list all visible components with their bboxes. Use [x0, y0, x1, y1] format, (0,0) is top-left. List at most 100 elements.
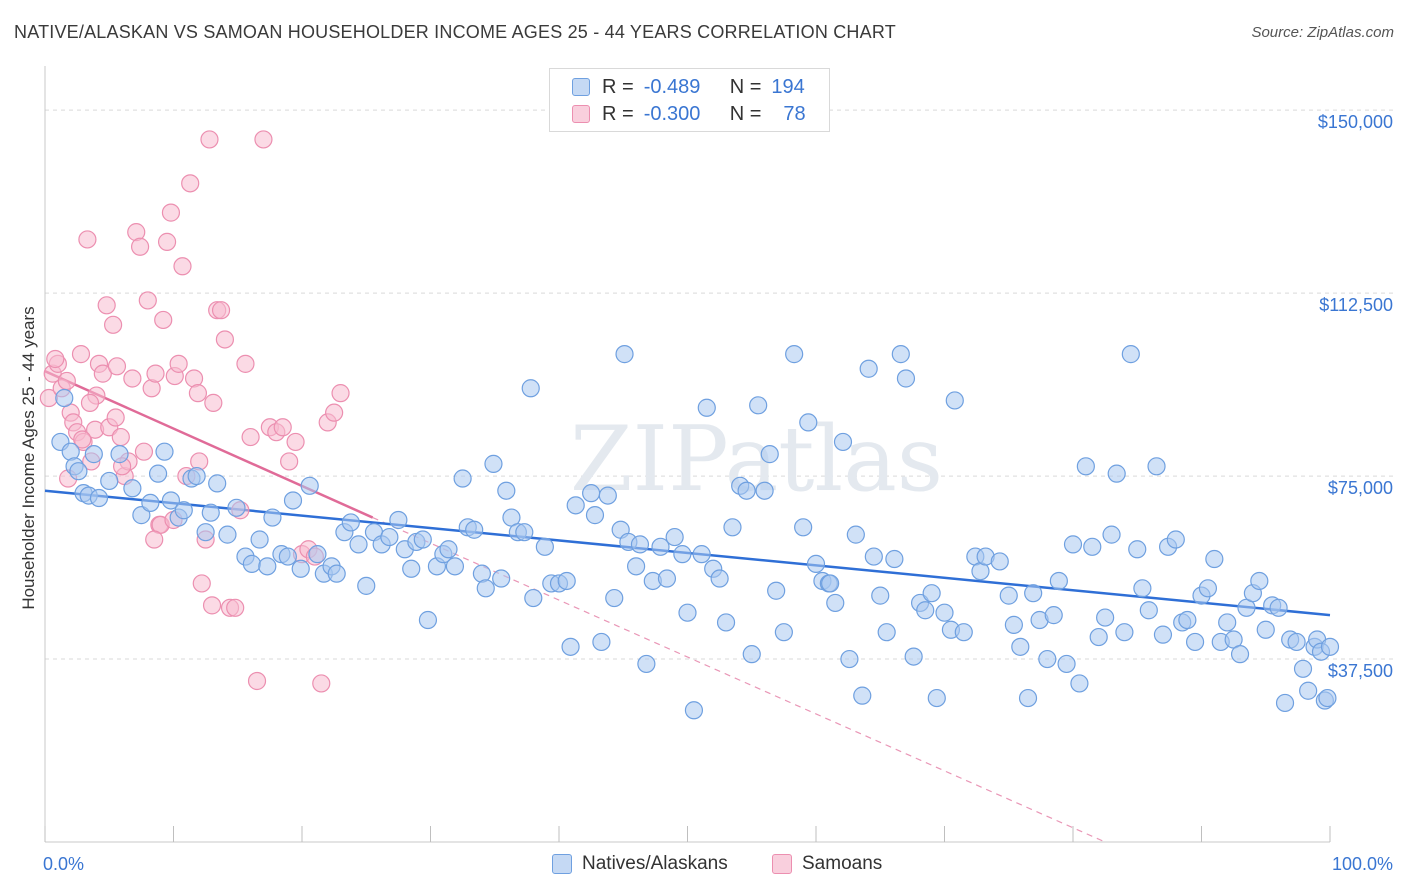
- y-tick-label: $75,000: [1328, 478, 1393, 498]
- natives-point: [821, 574, 840, 593]
- natives-point: [1063, 535, 1083, 554]
- natives-point: [1320, 637, 1340, 656]
- natives-swatch: [572, 78, 590, 96]
- natives-point: [1128, 540, 1147, 559]
- natives-point: [749, 396, 768, 415]
- natives-point: [945, 391, 964, 410]
- r-label: R =: [602, 102, 634, 125]
- watermark: ZIPatlas: [570, 407, 943, 512]
- samoans-legend-label: Samoans: [802, 853, 883, 874]
- n-label: N =: [729, 75, 762, 98]
- natives-point: [1250, 571, 1269, 591]
- natives-point: [891, 345, 910, 364]
- natives-point: [716, 613, 736, 632]
- natives-point: [840, 649, 859, 669]
- natives-point: [582, 484, 601, 503]
- natives-point: [1089, 627, 1108, 647]
- natives-point: [954, 623, 973, 642]
- natives-point: [389, 510, 408, 530]
- natives-point: [1256, 620, 1275, 639]
- natives-point: [684, 701, 704, 720]
- samoans-point: [157, 232, 177, 251]
- samoans-point: [202, 596, 222, 615]
- natives-point: [833, 432, 853, 452]
- natives-point: [1230, 645, 1250, 664]
- samoans-point: [146, 364, 165, 383]
- natives-point: [218, 525, 237, 544]
- natives-point: [55, 388, 74, 408]
- natives-point: [767, 581, 786, 600]
- natives-point: [402, 559, 421, 578]
- natives-point: [1185, 632, 1205, 652]
- natives-point: [673, 545, 692, 564]
- natives-point: [1147, 457, 1166, 476]
- natives-point: [1115, 623, 1134, 642]
- natives-point: [69, 462, 88, 481]
- natives-point: [877, 623, 896, 642]
- samoans-point: [97, 296, 116, 315]
- natives-point: [132, 506, 151, 525]
- natives-point: [692, 545, 711, 564]
- natives-point: [1178, 610, 1197, 630]
- natives-point: [1057, 654, 1076, 674]
- samoans-point: [138, 291, 157, 310]
- natives-legend-label: Natives/Alaskans: [582, 853, 728, 874]
- samoans-point: [254, 130, 273, 149]
- samoans-point: [130, 237, 150, 256]
- samoans-point: [123, 369, 142, 388]
- natives-point: [418, 610, 438, 630]
- natives-point: [291, 559, 310, 578]
- natives-point: [723, 518, 742, 537]
- natives-point: [1275, 693, 1295, 713]
- natives-point: [492, 569, 511, 588]
- natives-point: [1139, 601, 1158, 620]
- samoans-point: [211, 301, 231, 320]
- natives-point: [626, 557, 646, 576]
- natives-point: [1096, 608, 1115, 627]
- x-tick-label-max: 100.0%: [1332, 854, 1393, 874]
- samoans-point: [241, 427, 260, 447]
- natives-point: [349, 535, 368, 554]
- samoans-point: [93, 364, 112, 383]
- natives-point: [557, 571, 576, 591]
- natives-point: [1044, 606, 1063, 625]
- natives-point: [110, 445, 129, 464]
- natives-point: [1049, 571, 1068, 591]
- natives-point: [1076, 457, 1095, 476]
- natives-point: [515, 523, 534, 542]
- samoans-point: [46, 349, 65, 369]
- natives-point: [497, 481, 516, 500]
- natives-point: [697, 398, 716, 417]
- natives-point: [566, 496, 585, 515]
- natives-point: [327, 564, 346, 583]
- natives-point: [846, 525, 865, 544]
- samoans-point: [325, 403, 344, 422]
- natives-point: [174, 501, 193, 520]
- natives-points: [51, 345, 1340, 720]
- natives-point: [990, 552, 1009, 571]
- natives-point: [1166, 530, 1185, 549]
- natives-point: [1024, 584, 1043, 603]
- samoans-point: [80, 393, 100, 412]
- natives-point: [148, 464, 168, 483]
- natives-point: [651, 537, 670, 556]
- natives-point: [201, 503, 220, 522]
- samoans-point: [134, 442, 154, 461]
- natives-point: [155, 442, 174, 461]
- samoans-point: [107, 357, 127, 376]
- samoans-point: [145, 530, 164, 549]
- natives-point: [737, 481, 756, 500]
- natives-point: [755, 481, 774, 500]
- natives-point: [161, 491, 181, 510]
- samoans-point: [280, 452, 299, 471]
- natives-point: [927, 688, 946, 708]
- chart-title: NATIVE/ALASKAN VS SAMOAN HOUSEHOLDER INC…: [14, 22, 896, 42]
- natives-point: [258, 557, 277, 576]
- natives-point: [605, 588, 624, 608]
- natives-point: [922, 584, 941, 603]
- natives-point: [592, 632, 611, 652]
- n-value: 78: [783, 102, 806, 125]
- samoans-point: [331, 384, 350, 403]
- natives-point: [598, 486, 617, 505]
- natives-point: [141, 493, 160, 513]
